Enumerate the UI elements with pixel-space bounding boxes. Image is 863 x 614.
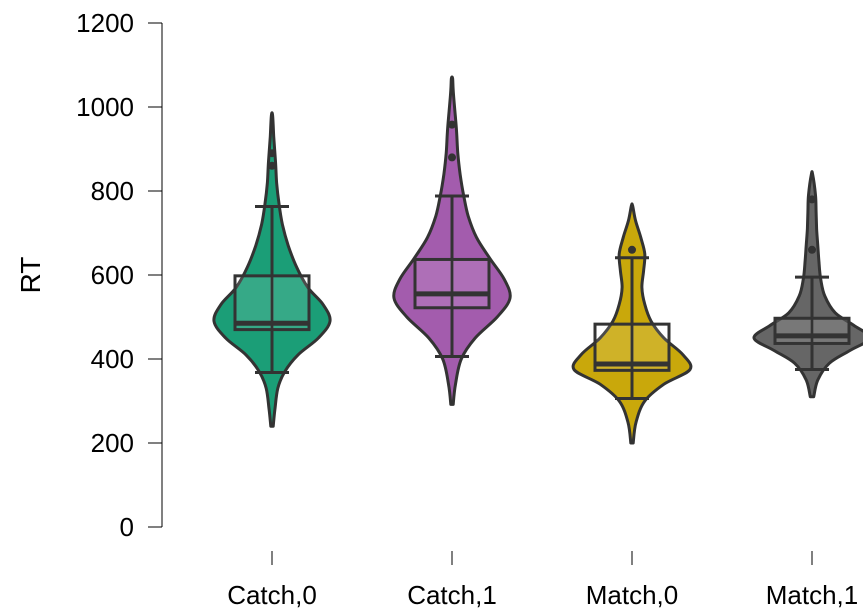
y-tick-label: 400 xyxy=(91,344,134,374)
violin-catch-1 xyxy=(392,75,512,406)
violin-match-1 xyxy=(752,170,863,399)
x-tick-label: Catch,1 xyxy=(407,580,497,610)
violin-match-0 xyxy=(571,202,693,445)
y-tick-label: 1000 xyxy=(76,92,134,122)
outlier-point xyxy=(808,195,816,204)
y-tick-label: 200 xyxy=(91,428,134,458)
outlier-point xyxy=(268,161,276,170)
violin-body xyxy=(752,170,863,399)
y-tick-label: 600 xyxy=(91,260,134,290)
x-tick-label: Catch,0 xyxy=(227,580,317,610)
plot-area xyxy=(212,75,863,445)
x-tick-label: Match,0 xyxy=(586,580,679,610)
y-axis-label: RT xyxy=(15,257,46,294)
x-axis: Catch,0 Catch,1 Match,0 Match,1 xyxy=(227,551,858,610)
outlier-point xyxy=(268,149,276,158)
y-tick-label: 0 xyxy=(120,512,134,542)
y-tick-label: 800 xyxy=(91,176,134,206)
y-tick-label: 1200 xyxy=(76,8,134,38)
y-axis: 0 200 400 600 800 1000 1200 xyxy=(76,8,163,542)
outlier-point xyxy=(628,245,636,254)
x-tick-label: Match,1 xyxy=(766,580,859,610)
outlier-point xyxy=(448,120,456,129)
outlier-point xyxy=(448,153,456,162)
violin-catch-0 xyxy=(212,111,332,428)
outlier-point xyxy=(808,245,816,254)
